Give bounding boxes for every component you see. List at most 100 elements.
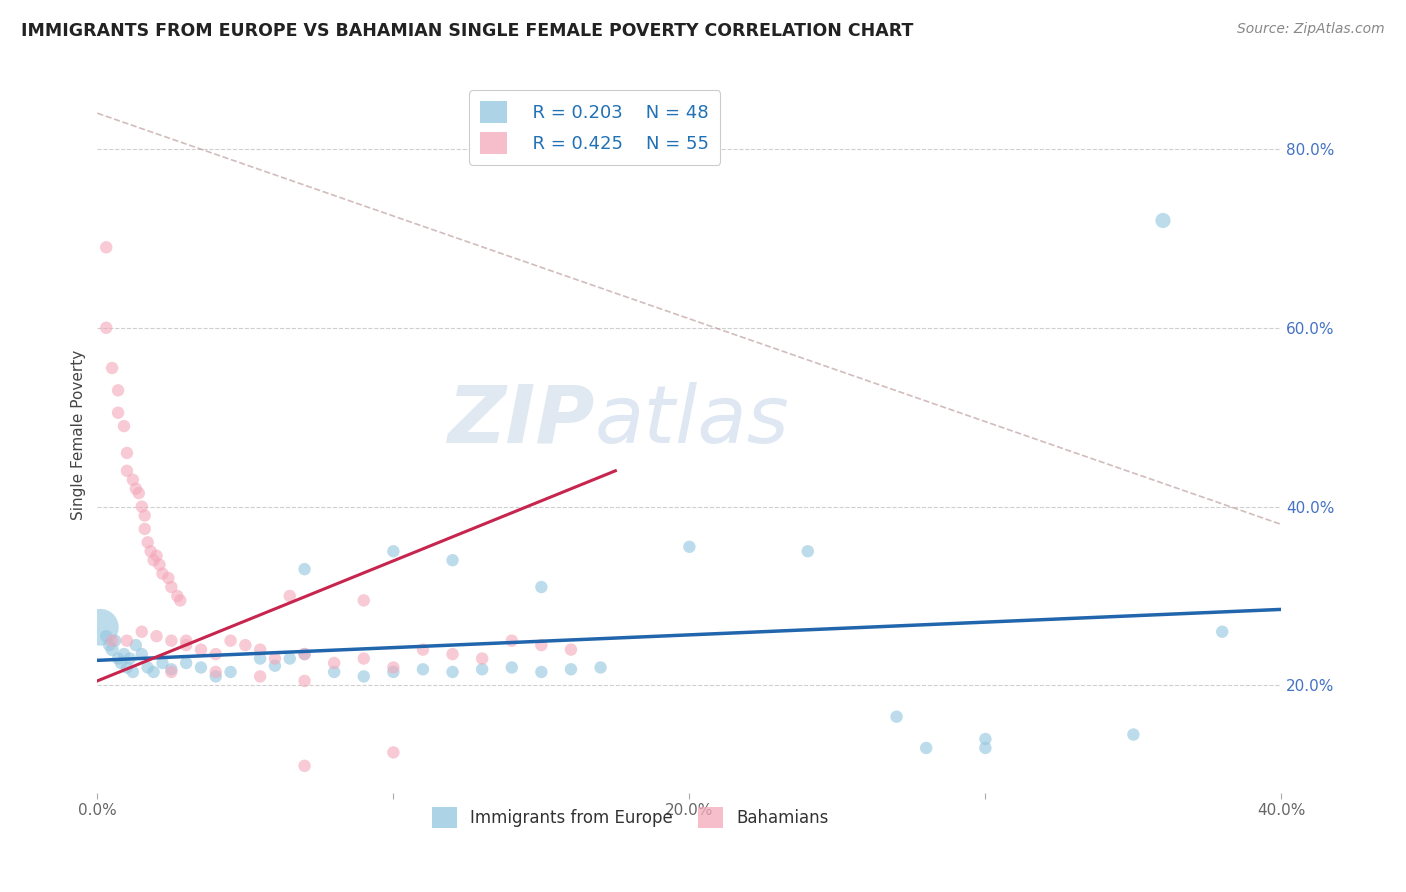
Point [294,647,316,661]
Point [152,566,174,581]
Point [131,624,153,639]
Point [530,665,553,679]
Point [145,549,167,563]
Point [235,638,257,652]
Point [441,553,464,567]
Point [104,633,127,648]
Point [115,633,138,648]
Point [278,589,301,603]
Point [125,638,148,652]
Point [1122,727,1144,741]
Point [1152,213,1174,227]
Point [98,638,121,652]
Point [136,660,159,674]
Point [118,651,141,665]
Point [134,508,156,523]
Point [107,651,129,665]
Point [152,656,174,670]
Point [148,558,170,572]
Point [294,562,316,576]
Point [174,638,197,652]
Text: IMMIGRANTS FROM EUROPE VS BAHAMIAN SINGLE FEMALE POVERTY CORRELATION CHART: IMMIGRANTS FROM EUROPE VS BAHAMIAN SINGL… [21,22,914,40]
Point [501,633,523,648]
Point [122,665,145,679]
Point [915,741,938,756]
Point [294,673,316,688]
Point [264,658,287,673]
Point [294,759,316,773]
Point [249,669,271,683]
Text: atlas: atlas [595,382,789,459]
Point [160,665,183,679]
Point [107,406,129,420]
Point [278,651,301,665]
Y-axis label: Single Female Poverty: Single Female Poverty [72,350,86,520]
Legend: Immigrants from Europe, Bahamians: Immigrants from Europe, Bahamians [425,801,835,834]
Point [125,482,148,496]
Point [204,647,226,661]
Point [89,620,111,634]
Text: ZIP: ZIP [447,382,595,459]
Point [589,660,612,674]
Point [530,638,553,652]
Point [112,647,135,661]
Point [441,647,464,661]
Point [974,741,997,756]
Point [353,651,375,665]
Point [112,419,135,434]
Point [382,746,405,760]
Point [294,647,316,661]
Point [886,709,908,723]
Point [134,522,156,536]
Point [139,544,162,558]
Point [128,486,150,500]
Point [115,446,138,460]
Point [145,629,167,643]
Point [323,656,346,670]
Point [560,662,582,676]
Point [1211,624,1233,639]
Point [122,473,145,487]
Point [115,464,138,478]
Point [530,580,553,594]
Point [219,665,242,679]
Point [96,629,118,643]
Point [560,642,582,657]
Point [797,544,820,558]
Point [382,660,405,674]
Point [160,580,183,594]
Point [115,660,138,674]
Point [96,320,118,334]
Point [249,642,271,657]
Point [101,361,124,376]
Point [249,651,271,665]
Point [412,662,434,676]
Point [136,535,159,549]
Point [169,593,191,607]
Point [219,633,242,648]
Point [101,642,124,657]
Point [501,660,523,674]
Point [190,642,212,657]
Point [412,642,434,657]
Point [323,665,346,679]
Point [142,553,165,567]
Point [441,665,464,679]
Point [107,384,129,398]
Point [353,669,375,683]
Point [101,633,124,648]
Point [160,633,183,648]
Point [166,589,188,603]
Point [678,540,700,554]
Point [131,500,153,514]
Point [382,544,405,558]
Point [471,651,494,665]
Point [174,633,197,648]
Point [471,662,494,676]
Point [160,662,183,676]
Point [264,651,287,665]
Point [131,647,153,661]
Point [190,660,212,674]
Text: Source: ZipAtlas.com: Source: ZipAtlas.com [1237,22,1385,37]
Point [157,571,180,585]
